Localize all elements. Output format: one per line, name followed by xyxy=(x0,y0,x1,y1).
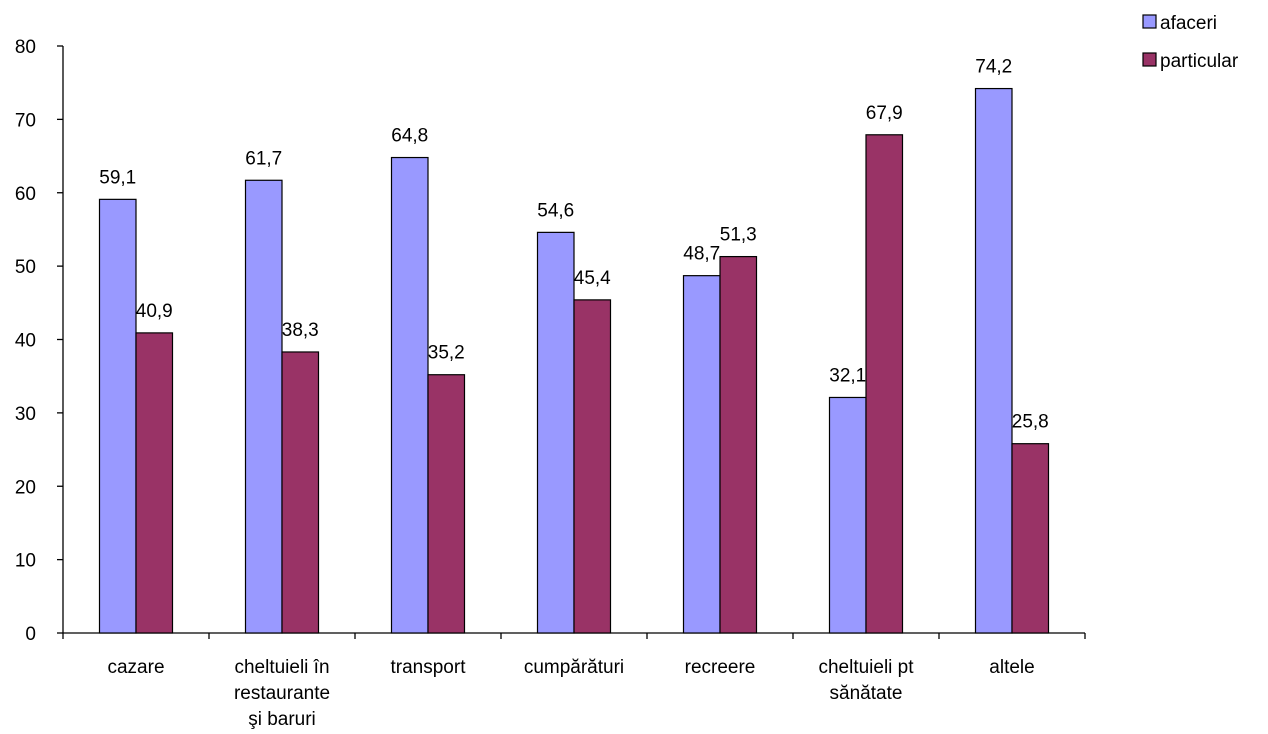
legend-label-particular: particular xyxy=(1160,51,1239,72)
data-label-particular: 25,8 xyxy=(1012,412,1049,433)
legend-swatch-particular xyxy=(1142,52,1157,67)
x-category-label: cheltuieli pt xyxy=(818,657,914,678)
y-tick-label: 0 xyxy=(25,624,36,645)
data-label-afaceri: 32,1 xyxy=(829,365,866,386)
bar-afaceri xyxy=(390,156,429,634)
data-labels: 59,1 40,9 61,7 38,3 64,8 35,2 54,6 45,4 48,751,3… xyxy=(99,57,1048,433)
legend: afaceri particular xyxy=(1142,13,1239,72)
x-category-label: şi baruri xyxy=(248,709,316,730)
data-label-particular: 38,3 xyxy=(282,320,319,341)
bar-particular xyxy=(135,332,174,634)
bar-afaceri xyxy=(682,275,721,634)
bar-particular xyxy=(1011,443,1050,634)
x-category-label: restaurante xyxy=(234,683,330,704)
data-label-particular: 40,9 xyxy=(136,301,173,322)
bar-afaceri xyxy=(828,396,867,634)
y-tick-label: 40 xyxy=(15,331,36,352)
bar-particular xyxy=(281,351,320,634)
x-category-label: sănătate xyxy=(830,683,903,704)
data-label-particular: 35,2 xyxy=(428,343,465,364)
bar-particular xyxy=(865,134,904,634)
x-category-label: transport xyxy=(391,657,467,678)
data-label-afaceri: 74,2 xyxy=(975,57,1012,78)
bar-afaceri xyxy=(244,179,283,634)
y-tick-label: 20 xyxy=(15,477,36,498)
data-label-particular: 67,9 xyxy=(866,103,903,124)
bars xyxy=(98,87,1050,634)
bar-afaceri xyxy=(974,87,1013,634)
y-tick-label: 50 xyxy=(15,257,36,278)
data-label-afaceri: 48,7 xyxy=(683,244,720,265)
data-label-afaceri: 54,6 xyxy=(537,200,574,221)
y-tick-label: 80 xyxy=(15,37,36,58)
bar-particular xyxy=(427,374,466,634)
data-label-afaceri: 64,8 xyxy=(391,126,428,147)
y-tick-label: 30 xyxy=(15,404,36,425)
data-label-afaceri: 61,7 xyxy=(245,148,282,169)
y-tick-label: 10 xyxy=(15,551,36,572)
data-label-afaceri: 59,1 xyxy=(99,167,136,188)
x-category-label: recreere xyxy=(685,657,756,678)
legend-label-afaceri: afaceri xyxy=(1160,13,1217,34)
y-axis: 0 10 20 30 40 50 60 70 80 xyxy=(15,37,64,645)
bar-particular xyxy=(719,255,758,634)
legend-swatch-afaceri xyxy=(1142,14,1157,29)
y-tick-label: 60 xyxy=(15,184,36,205)
y-tick-label: 70 xyxy=(15,110,36,131)
data-label-particular: 51,3 xyxy=(720,225,757,246)
bar-afaceri xyxy=(536,231,575,634)
x-category-label: altele xyxy=(989,657,1034,678)
x-category-label: cazare xyxy=(107,657,164,678)
data-label-particular: 45,4 xyxy=(574,268,611,289)
bar-afaceri xyxy=(98,198,137,634)
bar-particular xyxy=(573,299,612,634)
x-category-label: cheltuieli în xyxy=(234,657,329,678)
x-category-label: cumpărături xyxy=(524,657,624,678)
x-axis: cazare cheltuieli în restaurante şi baruri t… xyxy=(62,632,1086,730)
